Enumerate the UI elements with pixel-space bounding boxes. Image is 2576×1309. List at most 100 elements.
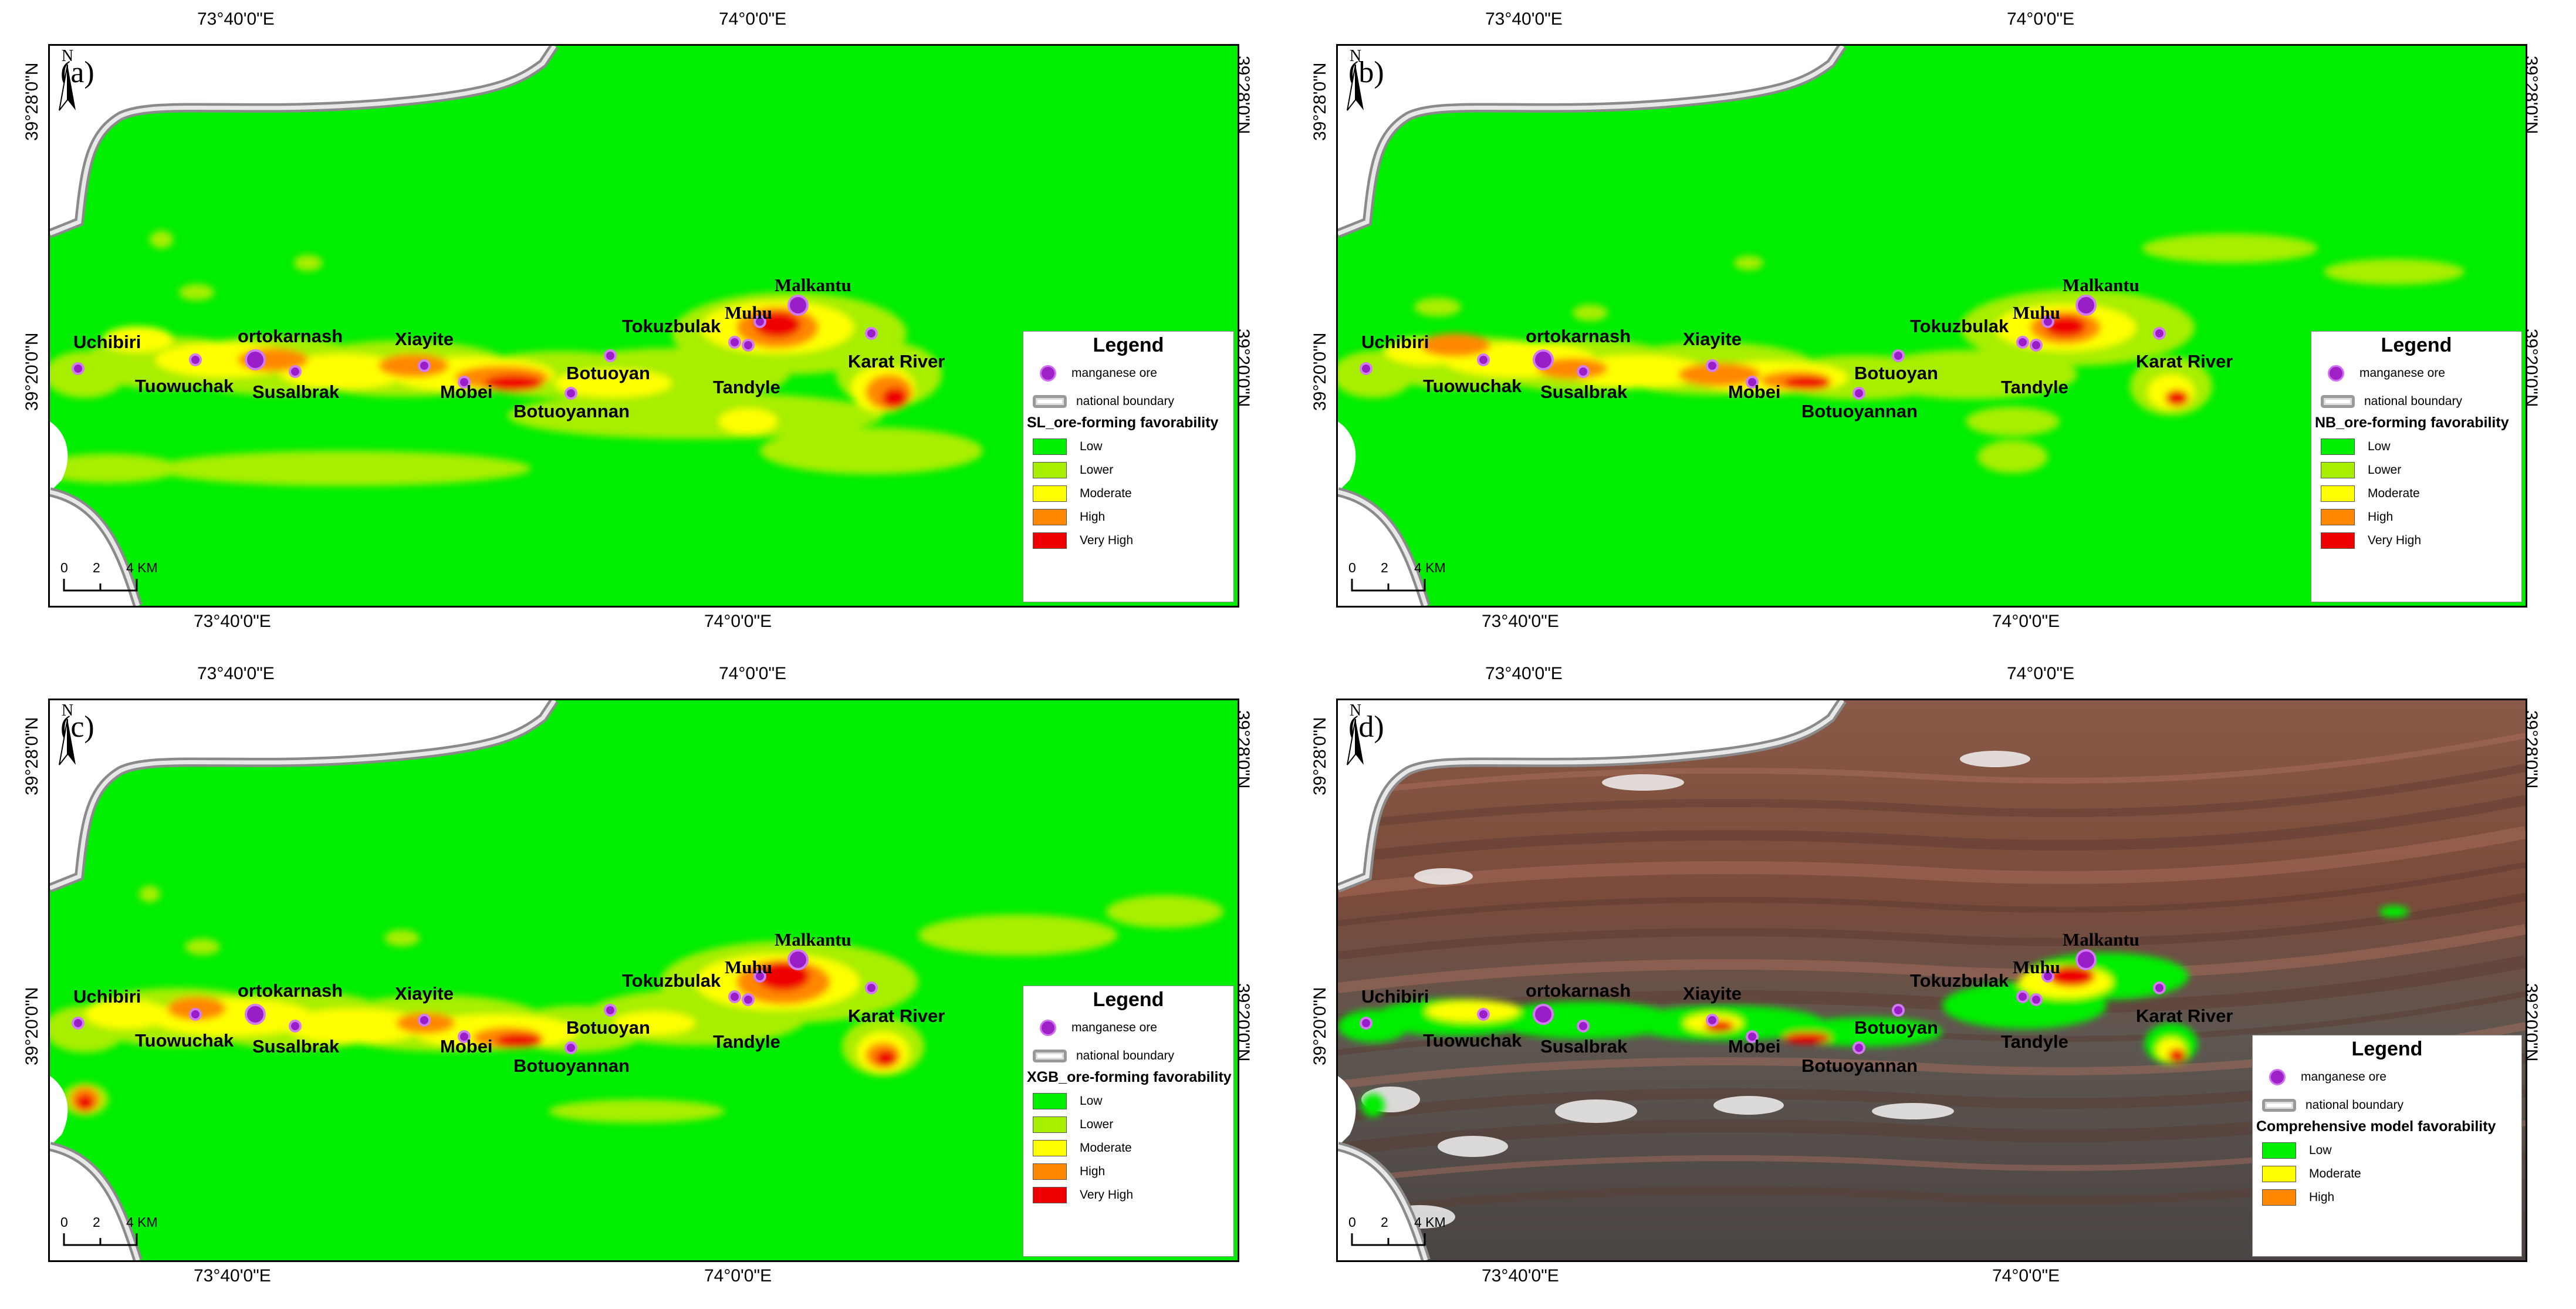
scale-label: 4 KM xyxy=(126,1214,158,1230)
lat-label-left-mid: 39°20'0"N xyxy=(22,987,42,1065)
class-swatch xyxy=(2262,1189,2296,1206)
scale-bar: 0 2 4 KM xyxy=(1348,560,1501,595)
manganese-ore-marker xyxy=(1746,1030,1759,1043)
class-label: Moderate xyxy=(2309,1167,2361,1180)
site-label: Xiayite xyxy=(1683,983,1742,1004)
legend-boundary-row: national boundary xyxy=(1033,394,1233,409)
manganese-ore-marker xyxy=(1852,1041,1865,1054)
manganese-ore-marker xyxy=(458,376,471,389)
lon-label-bottom-left: 73°40'0"E xyxy=(1482,1266,1559,1286)
legend-class-row: Lower xyxy=(1033,462,1233,478)
manganese-ore-marker xyxy=(2016,990,2029,1003)
north-arrow-icon: N xyxy=(59,701,76,765)
site-label: Muhu xyxy=(725,302,772,323)
site-label: Botuoyan xyxy=(1854,1017,1938,1038)
map-legend: Legend manganese ore national boundary NB_o… xyxy=(2311,331,2522,602)
manganese-ore-marker xyxy=(1360,1017,1372,1030)
boundary-symbol-icon xyxy=(1033,395,1067,408)
site-label: Uchibiri xyxy=(73,332,141,352)
site-label: Botuoyannan xyxy=(1801,1055,1918,1076)
site-label: Tokuzbulak xyxy=(622,316,721,336)
lon-label-top-left: 73°40'0"E xyxy=(1485,9,1563,29)
site-label: Susalbrak xyxy=(252,382,340,402)
manganese-ore-marker xyxy=(289,365,302,378)
site-label: Susalbrak xyxy=(1540,1036,1628,1057)
legend-boundary-label: national boundary xyxy=(2364,394,2462,408)
lat-label-left-top: 39°28'0"N xyxy=(1310,62,1330,141)
class-swatch xyxy=(2321,462,2355,478)
manganese-ore-marker xyxy=(1746,376,1759,389)
map-frame: Uchibiri ortokarnash Tuowuchak Susalbrak Xia… xyxy=(48,44,1239,608)
north-letter: N xyxy=(1350,701,1361,720)
site-label: Xiayite xyxy=(395,329,454,349)
legend-class-row: Low xyxy=(1033,1093,1233,1109)
legend-title: Legend xyxy=(2351,1038,2423,1060)
manganese-ore-marker xyxy=(1577,1020,1590,1033)
lon-label-top-right: 74°0'0"E xyxy=(719,664,787,683)
map-panel-c: 73°40'0"E 74°0'0"E 73°40'0"E 74°0'0"E 39°28'… xyxy=(0,654,1288,1309)
favorability-title: SL_ore-forming favorability xyxy=(1027,414,1219,431)
site-label: Botuoyan xyxy=(566,1017,650,1038)
site-label: Tokuzbulak xyxy=(1910,970,2009,991)
legend-ore-row: manganese ore xyxy=(2321,365,2521,382)
site-label: ortokarnash xyxy=(238,980,343,1001)
class-swatch xyxy=(2321,509,2355,525)
ore-symbol-icon xyxy=(1040,1020,1056,1036)
scale-label: 2 xyxy=(1381,1214,1388,1230)
legend-class-row: High xyxy=(2321,509,2521,525)
class-label: High xyxy=(1080,510,1106,524)
site-label: Botuoyan xyxy=(1854,363,1938,383)
manganese-ore-marker xyxy=(72,1017,84,1030)
site-label: Malkantu xyxy=(2063,275,2139,295)
map-panel-d: 73°40'0"E 74°0'0"E 73°40'0"E 74°0'0"E 39°28'… xyxy=(1288,654,2576,1309)
class-swatch xyxy=(1033,485,1067,502)
manganese-ore-marker xyxy=(1533,349,1554,370)
class-label: Very High xyxy=(2368,534,2422,547)
legend-ore-row: manganese ore xyxy=(1033,1020,1233,1036)
site-label: Muhu xyxy=(2013,957,2060,977)
site-label: Tokuzbulak xyxy=(622,970,721,991)
class-swatch xyxy=(1033,1140,1067,1156)
class-swatch xyxy=(1033,509,1067,525)
scale-bar: 0 2 4 KM xyxy=(60,1214,213,1250)
manganese-ore-marker xyxy=(1852,387,1865,400)
class-label: Lower xyxy=(1080,1118,1114,1131)
scale-label: 0 xyxy=(60,1214,68,1230)
class-swatch xyxy=(2321,485,2355,502)
lon-label-top-right: 74°0'0"E xyxy=(719,9,787,29)
scale-label: 4 KM xyxy=(1414,560,1446,575)
manganese-ore-marker xyxy=(189,353,202,366)
class-swatch xyxy=(1033,532,1067,549)
ore-sites: Uchibiri ortokarnash Tuowuchak Susalbrak Xia… xyxy=(72,275,945,421)
site-label: Karat River xyxy=(848,1006,945,1026)
legend-class-row: Moderate xyxy=(2262,1166,2521,1182)
site-label: Tuowuchak xyxy=(1423,376,1522,396)
boundary-symbol-icon xyxy=(2321,395,2355,408)
legend-class-row: Lower xyxy=(2321,462,2521,478)
site-label: Susalbrak xyxy=(1540,382,1628,402)
manganese-ore-marker xyxy=(2075,949,2097,970)
legend-title: Legend xyxy=(1093,334,1164,356)
lon-label-bottom-right: 74°0'0"E xyxy=(704,612,772,631)
manganese-ore-marker xyxy=(418,1014,431,1027)
manganese-ore-marker xyxy=(564,1041,577,1054)
lat-label-left-top: 39°28'0"N xyxy=(1310,717,1330,795)
north-letter: N xyxy=(1350,47,1361,65)
legend-class-row: Moderate xyxy=(1033,485,1233,502)
ore-symbol-icon xyxy=(2328,365,2344,382)
manganese-ore-marker xyxy=(72,362,84,375)
site-label: Malkantu xyxy=(775,929,851,950)
map-frame: Uchibiri ortokarnash Tuowuchak Susalbrak Xia… xyxy=(48,699,1239,1262)
lat-label-left-mid: 39°20'0"N xyxy=(1310,987,1330,1065)
manganese-ore-marker xyxy=(787,295,809,316)
site-label: Karat River xyxy=(2136,1006,2233,1026)
class-label: Low xyxy=(1080,1094,1103,1108)
boundary-symbol-icon xyxy=(2262,1099,2296,1112)
class-label: Lower xyxy=(2368,463,2402,477)
manganese-ore-marker xyxy=(1892,349,1905,362)
site-label: Botuoyan xyxy=(566,363,650,383)
legend-class-row: High xyxy=(1033,1163,1233,1180)
map-legend: Legend manganese ore national boundary SL_o… xyxy=(1023,331,1234,602)
lon-label-top-right: 74°0'0"E xyxy=(2007,664,2075,683)
legend-title: Legend xyxy=(1093,989,1164,1011)
